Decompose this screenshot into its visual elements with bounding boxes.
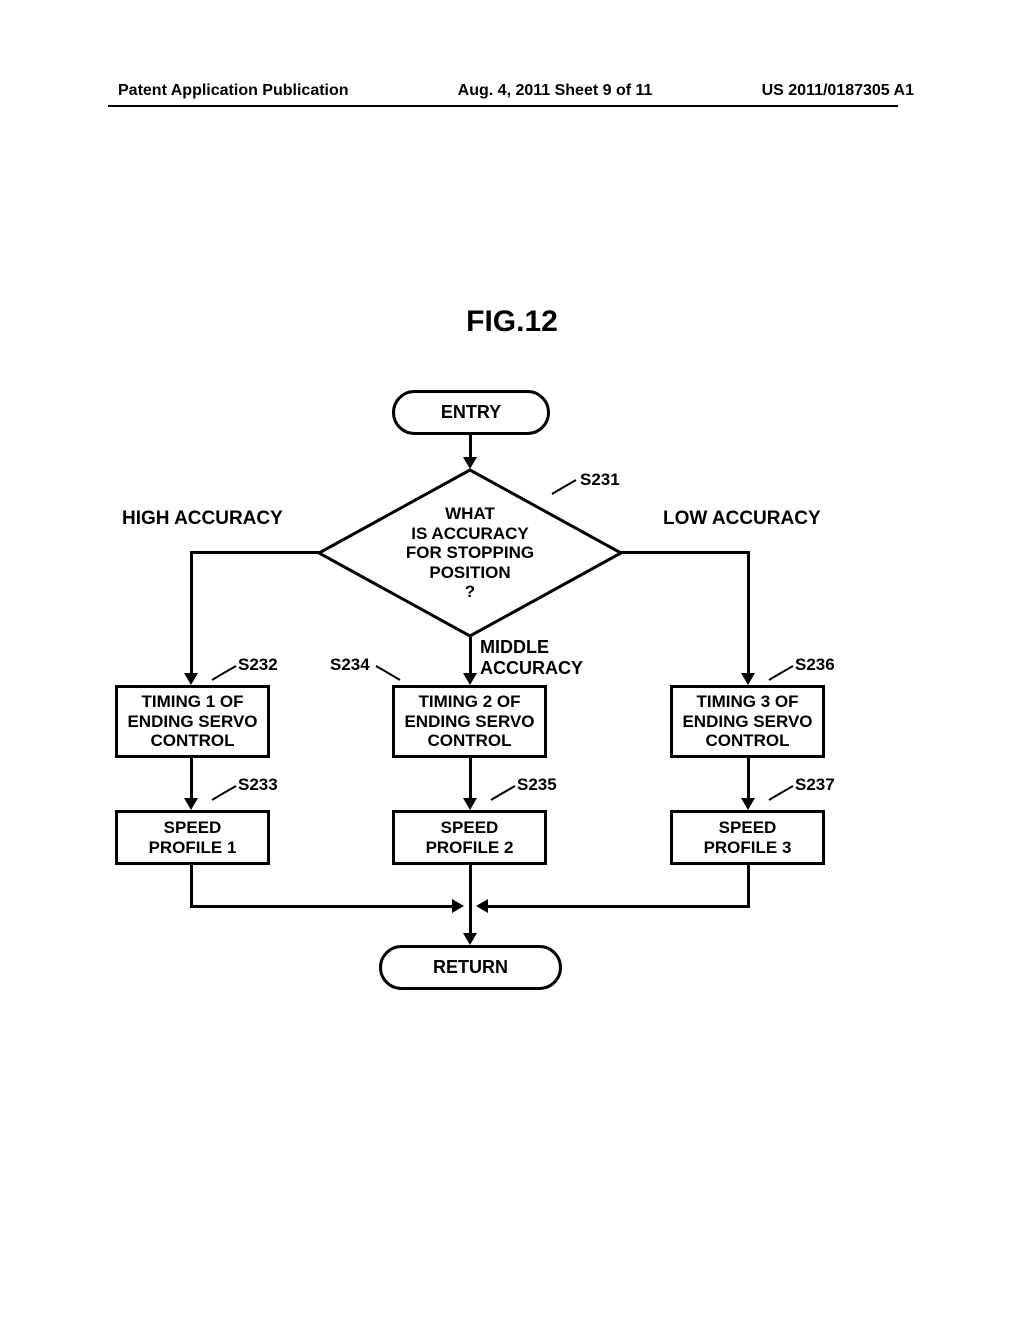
low-accuracy-label: LOW ACCURACY	[663, 508, 821, 530]
s237-box: SPEED PROFILE 3	[670, 810, 825, 865]
line-middle-v	[469, 636, 472, 675]
line-low-v	[747, 551, 750, 675]
line-low-h	[620, 551, 750, 554]
entry-terminal: ENTRY	[392, 390, 550, 435]
s234-connector	[374, 664, 402, 682]
page-header: Patent Application Publication Aug. 4, 2…	[0, 82, 1024, 100]
line-merge-right-v	[747, 865, 750, 908]
s235-label: S235	[517, 775, 557, 795]
arrowhead-middle	[463, 673, 477, 685]
arrowhead-s234-s235	[463, 798, 477, 810]
arrowhead-merge-center	[463, 933, 477, 945]
s232-connector	[210, 664, 238, 682]
arrowhead-s236-s237	[741, 798, 755, 810]
s237-connector	[767, 784, 795, 802]
s233-connector	[210, 784, 238, 802]
s232-label: S232	[238, 655, 278, 675]
arrowhead-high	[184, 673, 198, 685]
high-accuracy-label: HIGH ACCURACY	[122, 508, 283, 530]
header-divider	[108, 105, 898, 107]
s233-label: S233	[238, 775, 278, 795]
flowchart-container: ENTRY WHAT IS ACCURACY FOR STOPPING POSI…	[130, 390, 890, 990]
header-center: Aug. 4, 2011 Sheet 9 of 11	[458, 82, 653, 100]
s231-connector	[550, 478, 580, 496]
arrow-entry-decision	[469, 435, 472, 459]
s237-text: SPEED PROFILE 3	[704, 818, 792, 857]
s235-box: SPEED PROFILE 2	[392, 810, 547, 865]
decision-text: WHAT IS ACCURACY FOR STOPPING POSITION ?	[406, 504, 534, 602]
s236-box: TIMING 3 OF ENDING SERVO CONTROL	[670, 685, 825, 758]
header-left: Patent Application Publication	[118, 82, 349, 100]
s236-label: S236	[795, 655, 835, 675]
return-terminal: RETURN	[379, 945, 562, 990]
s236-text: TIMING 3 OF ENDING SERVO CONTROL	[682, 692, 812, 751]
s232-text: TIMING 1 OF ENDING SERVO CONTROL	[127, 692, 257, 751]
header-right: US 2011/0187305 A1	[762, 82, 914, 100]
s231-label: S231	[580, 470, 620, 490]
line-high-v	[190, 551, 193, 675]
s236-connector	[767, 664, 795, 682]
s234-text: TIMING 2 OF ENDING SERVO CONTROL	[404, 692, 534, 751]
line-merge-right-h	[487, 905, 750, 908]
s235-connector	[489, 784, 517, 802]
s234-label: S234	[330, 655, 370, 675]
line-s232-s233	[190, 758, 193, 800]
line-merge-left-h	[190, 905, 455, 908]
arrowhead-s232-s233	[184, 798, 198, 810]
s237-label: S237	[795, 775, 835, 795]
s232-box: TIMING 1 OF ENDING SERVO CONTROL	[115, 685, 270, 758]
line-merge-center-v	[469, 865, 472, 935]
entry-label: ENTRY	[441, 402, 501, 423]
line-s234-s235	[469, 758, 472, 800]
s233-box: SPEED PROFILE 1	[115, 810, 270, 865]
s235-text: SPEED PROFILE 2	[426, 818, 514, 857]
return-label: RETURN	[433, 957, 508, 978]
arrowhead-merge-right	[476, 899, 488, 913]
middle-accuracy-label: MIDDLE ACCURACY	[480, 637, 583, 679]
s234-box: TIMING 2 OF ENDING SERVO CONTROL	[392, 685, 547, 758]
arrowhead-merge-left	[452, 899, 464, 913]
line-merge-left-v	[190, 865, 193, 908]
arrowhead-low	[741, 673, 755, 685]
figure-label: FIG.12	[0, 305, 1024, 339]
line-high-h	[190, 551, 320, 554]
line-s236-s237	[747, 758, 750, 800]
s233-text: SPEED PROFILE 1	[149, 818, 237, 857]
